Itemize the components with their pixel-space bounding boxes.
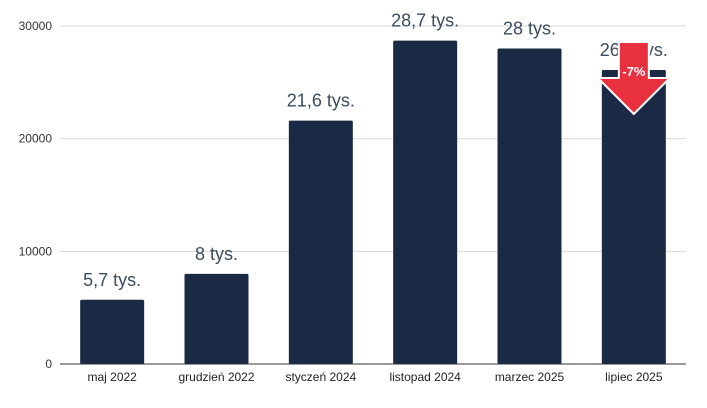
x-tick-label: maj 2022 (87, 370, 137, 384)
x-tick-label: grudzień 2022 (178, 370, 254, 384)
bar (601, 69, 666, 364)
bar (80, 299, 145, 364)
bar (497, 48, 562, 365)
y-tick-label: 10000 (19, 244, 53, 258)
change-percent-label: -7% (622, 64, 646, 79)
bar (288, 120, 353, 364)
bar (393, 40, 458, 364)
gridlines (60, 25, 686, 365)
x-axis: maj 2022 grudzień 2022 styczeń 2024 listopa… (87, 370, 662, 384)
y-tick-label: 0 (45, 357, 52, 371)
data-label: 28 tys. (503, 19, 556, 39)
bar (184, 273, 249, 364)
data-label: 5,7 tys. (83, 270, 141, 290)
data-label: 28,7 tys. (391, 11, 459, 31)
y-tick-label: 30000 (19, 19, 53, 33)
data-label: 8 tys. (195, 244, 238, 264)
down-arrow-icon (595, 40, 673, 116)
y-axis: 0 10000 20000 30000 (19, 19, 53, 371)
data-labels: 5,7 tys.8 tys.21,6 tys.28,7 tys.28 tys.2… (83, 11, 668, 290)
bars (80, 40, 666, 365)
data-label: 21,6 tys. (287, 91, 355, 111)
x-tick-label: listopad 2024 (389, 370, 461, 384)
y-tick-label: 20000 (19, 132, 53, 146)
change-annotation: -7% (595, 40, 673, 116)
x-tick-label: lipiec 2025 (605, 370, 663, 384)
x-tick-label: styczeń 2024 (285, 370, 356, 384)
x-tick-label: marzec 2025 (495, 370, 565, 384)
